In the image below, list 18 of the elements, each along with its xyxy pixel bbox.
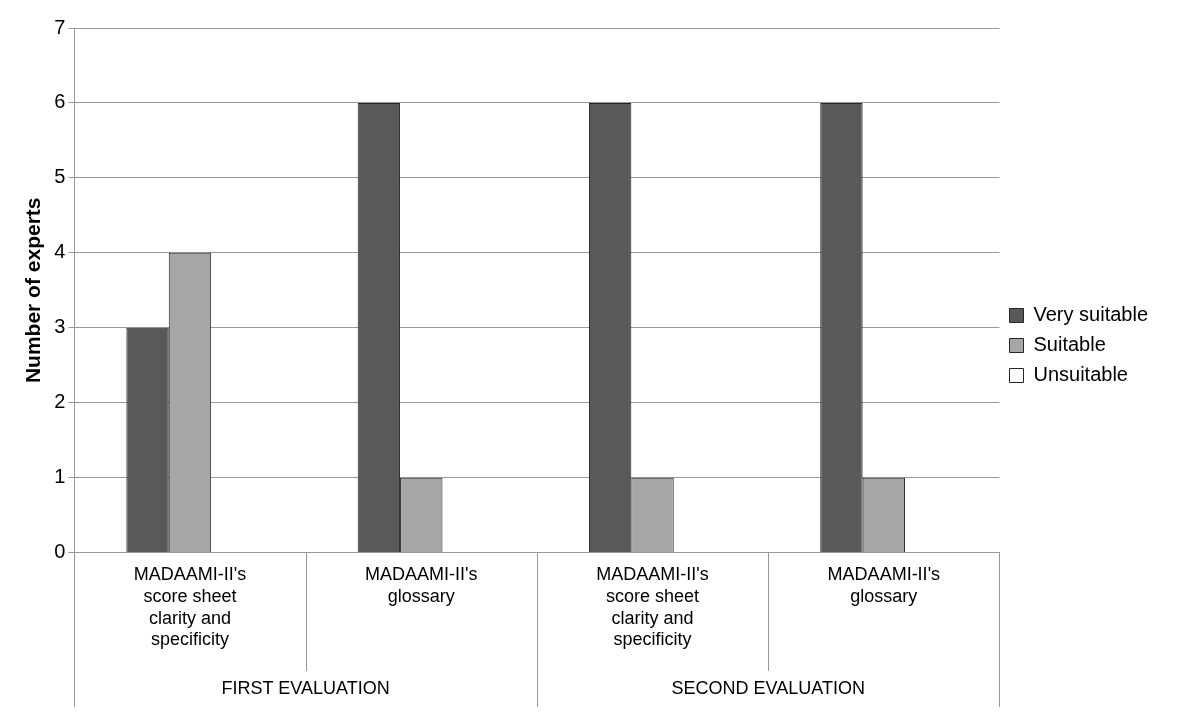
legend-label: Very suitable [1033, 303, 1148, 326]
y-tick-label: 6 [54, 90, 66, 113]
text: SECOND EVALUATION [671, 677, 865, 698]
y-axis-title: Number of experts [21, 197, 45, 384]
y-tick-label: 5 [54, 165, 66, 188]
y-tick-label: 7 [54, 15, 66, 38]
y-tick-label: 0 [54, 540, 66, 563]
y-tick-label: 4 [54, 240, 66, 263]
text: FIRST EVALUATION [221, 677, 390, 698]
legend-label: Suitable [1033, 333, 1106, 356]
x-tick-label: MADAAMI-II's glossary [827, 564, 941, 606]
x-tick-label: MADAAMI-II's glossary [365, 564, 478, 606]
x-tick-label: MADAAMI-II's score sheet clarity and specificity [133, 564, 247, 650]
y-tick-label: 1 [54, 465, 66, 488]
legend-label: Unsuitable [1033, 363, 1128, 386]
y-tick-label: 3 [54, 315, 66, 338]
x-tick-label: MADAAMI-II's score sheet clarity and specificity [596, 564, 709, 650]
y-tick-label: 2 [54, 390, 66, 413]
